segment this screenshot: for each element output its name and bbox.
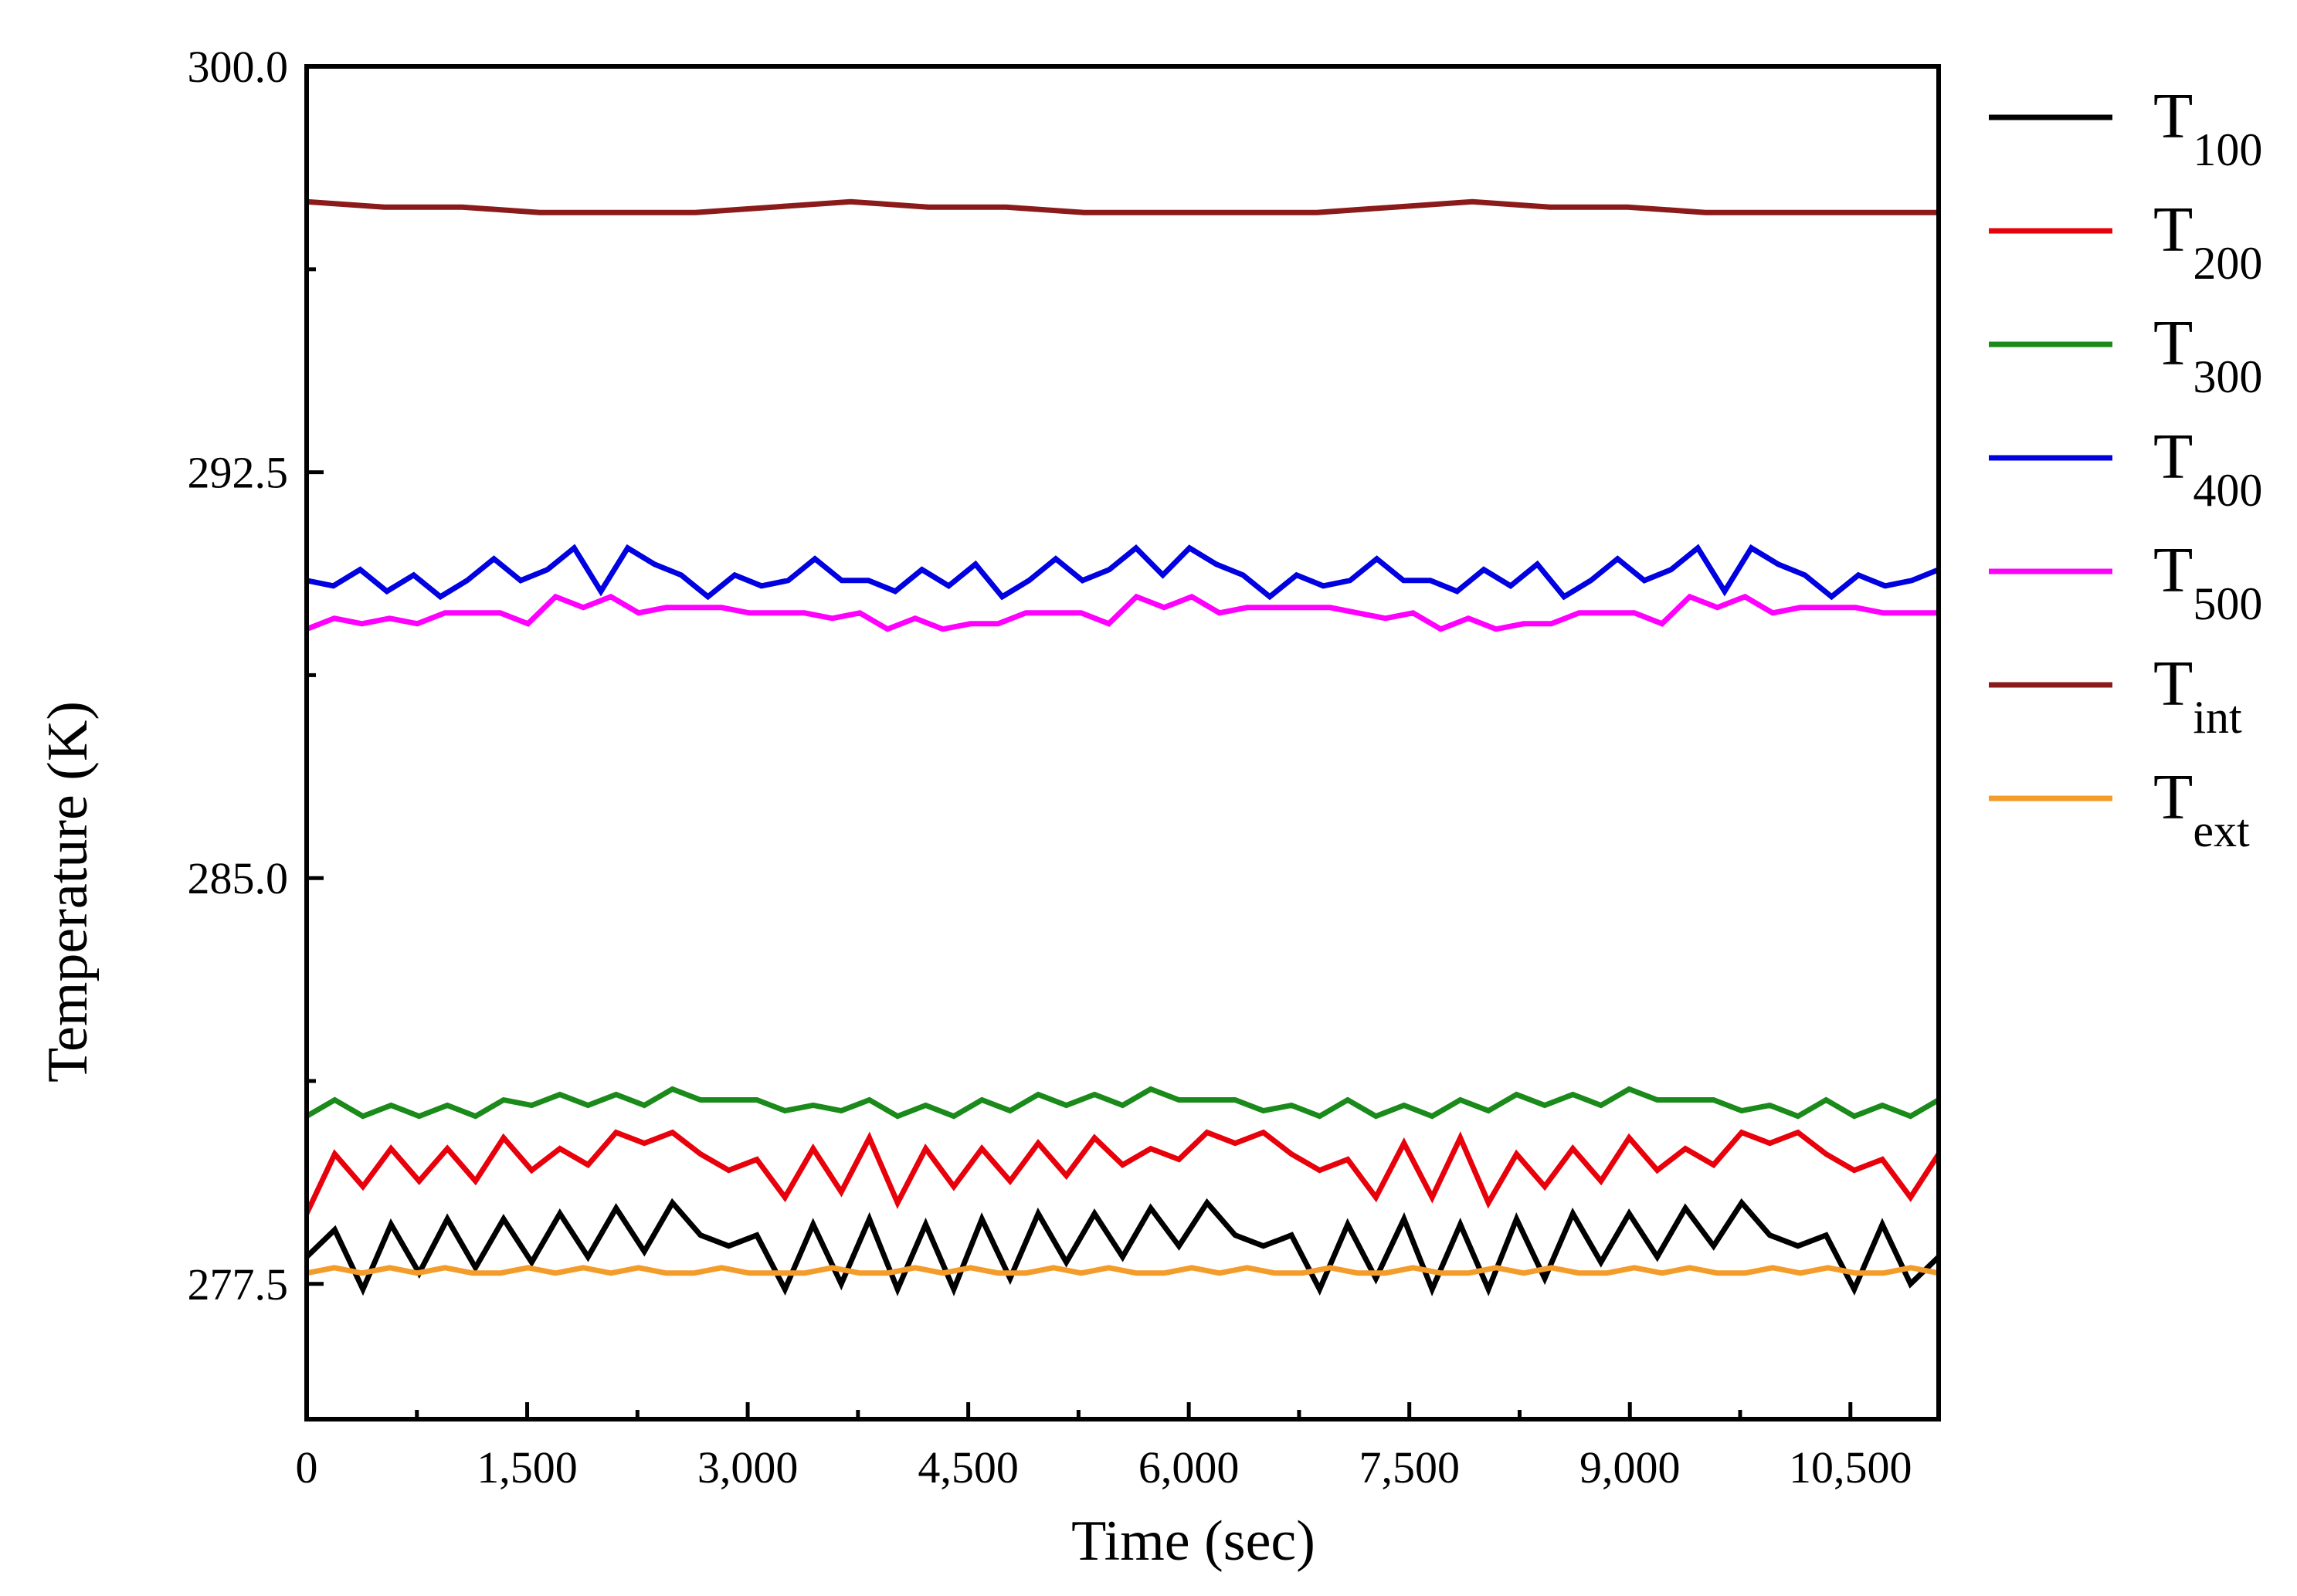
legend-label: T400 xyxy=(2153,421,2262,516)
y-axis-title: Temperature (K) xyxy=(36,701,100,1083)
y-tick-label: 300.0 xyxy=(188,42,289,92)
legend-label: T200 xyxy=(2153,194,2262,289)
legend: T100 T200 T300 T400 T500 Tint Text xyxy=(1989,80,2262,856)
series-line-T400 xyxy=(306,544,1940,601)
series-line-Text xyxy=(306,1265,1939,1276)
plot-frame xyxy=(304,64,1941,1421)
x-tick-label: 4,500 xyxy=(918,1442,1019,1493)
legend-label: Tint xyxy=(2153,648,2242,743)
legend-label: T300 xyxy=(2153,307,2262,402)
x-tick-label: 0 xyxy=(296,1442,318,1493)
x-tick-label: 9,000 xyxy=(1579,1442,1681,1493)
legend-label: T100 xyxy=(2153,80,2262,175)
series-line-Tint xyxy=(306,198,1939,215)
series-line-T500 xyxy=(305,593,1939,632)
series-layer xyxy=(304,198,1941,1296)
x-tick-label: 7,500 xyxy=(1359,1442,1460,1493)
axes-layer: 0 1,500 3,000 4,500 6,000 7,500 9,000 10,500 277… xyxy=(188,42,1941,1493)
x-tick-label: 3,000 xyxy=(697,1442,799,1493)
series-line-T200 xyxy=(304,1129,1941,1215)
x-axis-title: Time (sec) xyxy=(1071,1510,1315,1573)
y-tick-label: 285.0 xyxy=(188,853,289,903)
y-tick-label: 277.5 xyxy=(188,1259,289,1310)
y-tick-label: 292.5 xyxy=(188,448,289,498)
x-tick-label: 10,500 xyxy=(1789,1442,1912,1493)
series-line-T100 xyxy=(304,1198,1941,1296)
legend-label: T500 xyxy=(2153,534,2262,629)
x-tick-label: 1,500 xyxy=(477,1442,578,1493)
legend-label: Text xyxy=(2153,761,2250,856)
x-tick-label: 6,000 xyxy=(1138,1442,1240,1493)
series-line-T300 xyxy=(305,1086,1940,1120)
